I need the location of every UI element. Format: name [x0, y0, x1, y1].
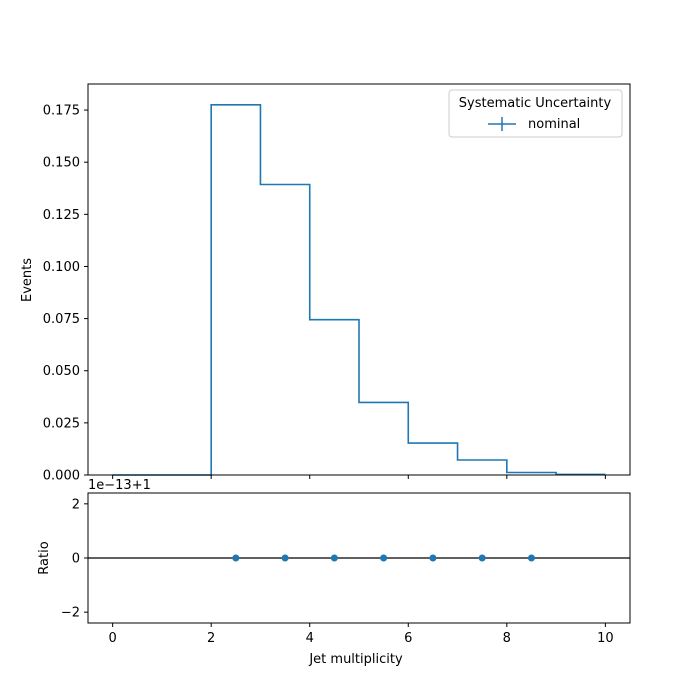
- ratio-x-ticks: 0 2 4 6 8 10: [108, 623, 614, 646]
- ratio-y-axis-label: Ratio: [37, 541, 52, 574]
- ratio-y-ticks: −2 0 2: [61, 497, 88, 621]
- x-axis-label: Jet multiplicity: [308, 652, 403, 667]
- main-y-tick-label: 0.125: [43, 208, 80, 223]
- ratio-point: [232, 554, 240, 562]
- ratio-points: [232, 554, 535, 562]
- main-y-ticks: 0.000 0.025 0.050 0.075 0.100 0.125 0.150 0.175: [43, 104, 88, 484]
- main-y-tick-label: 0.150: [43, 156, 80, 171]
- ratio-y-tick-label: 2: [72, 497, 80, 512]
- ratio-panel: −2 0 2 0 2 4 6 8 10 1e−13+1 Ratio Jet multiplic…: [37, 478, 631, 667]
- ratio-point: [527, 554, 535, 562]
- main-y-tick-label: 0.075: [43, 312, 80, 327]
- series-line-nominal: [112, 104, 606, 476]
- x-tick-label: 2: [207, 631, 215, 646]
- main-y-tick-label: 0.100: [43, 260, 80, 275]
- legend-box: [448, 89, 623, 138]
- ratio-y-tick-label: −2: [61, 606, 80, 621]
- ratio-point: [429, 554, 437, 562]
- ratio-offset-text: 1e−13+1: [88, 478, 151, 493]
- main-y-tick-label: 0.050: [43, 364, 80, 379]
- main-plot-frame: [87, 83, 631, 476]
- legend: Systematic Uncertainty nominal: [448, 89, 623, 138]
- main-y-axis-label: Events: [20, 258, 35, 302]
- main-y-tick-label: 0.175: [43, 104, 80, 119]
- x-tick-label: 0: [108, 631, 116, 646]
- series-group: [112, 104, 606, 476]
- legend-title: Systematic Uncertainty: [459, 96, 612, 111]
- main-x-ticks: [112, 475, 606, 479]
- ratio-point: [330, 554, 338, 562]
- x-tick-label: 8: [503, 631, 511, 646]
- x-tick-label: 4: [306, 631, 314, 646]
- legend-entry-nominal: nominal: [528, 117, 580, 132]
- main-y-tick-label: 0.000: [43, 469, 80, 484]
- main-histogram-panel: 0.000 0.025 0.050 0.075 0.100 0.125 0.150 0.175…: [20, 83, 631, 484]
- x-tick-label: 6: [404, 631, 412, 646]
- ratio-point: [478, 554, 486, 562]
- ratio-point: [281, 554, 289, 562]
- ratio-point: [380, 554, 388, 562]
- x-tick-label: 10: [597, 631, 614, 646]
- ratio-y-tick-label: 0: [72, 552, 80, 567]
- legend-marker-nominal: [488, 117, 516, 131]
- main-y-tick-label: 0.025: [43, 416, 80, 431]
